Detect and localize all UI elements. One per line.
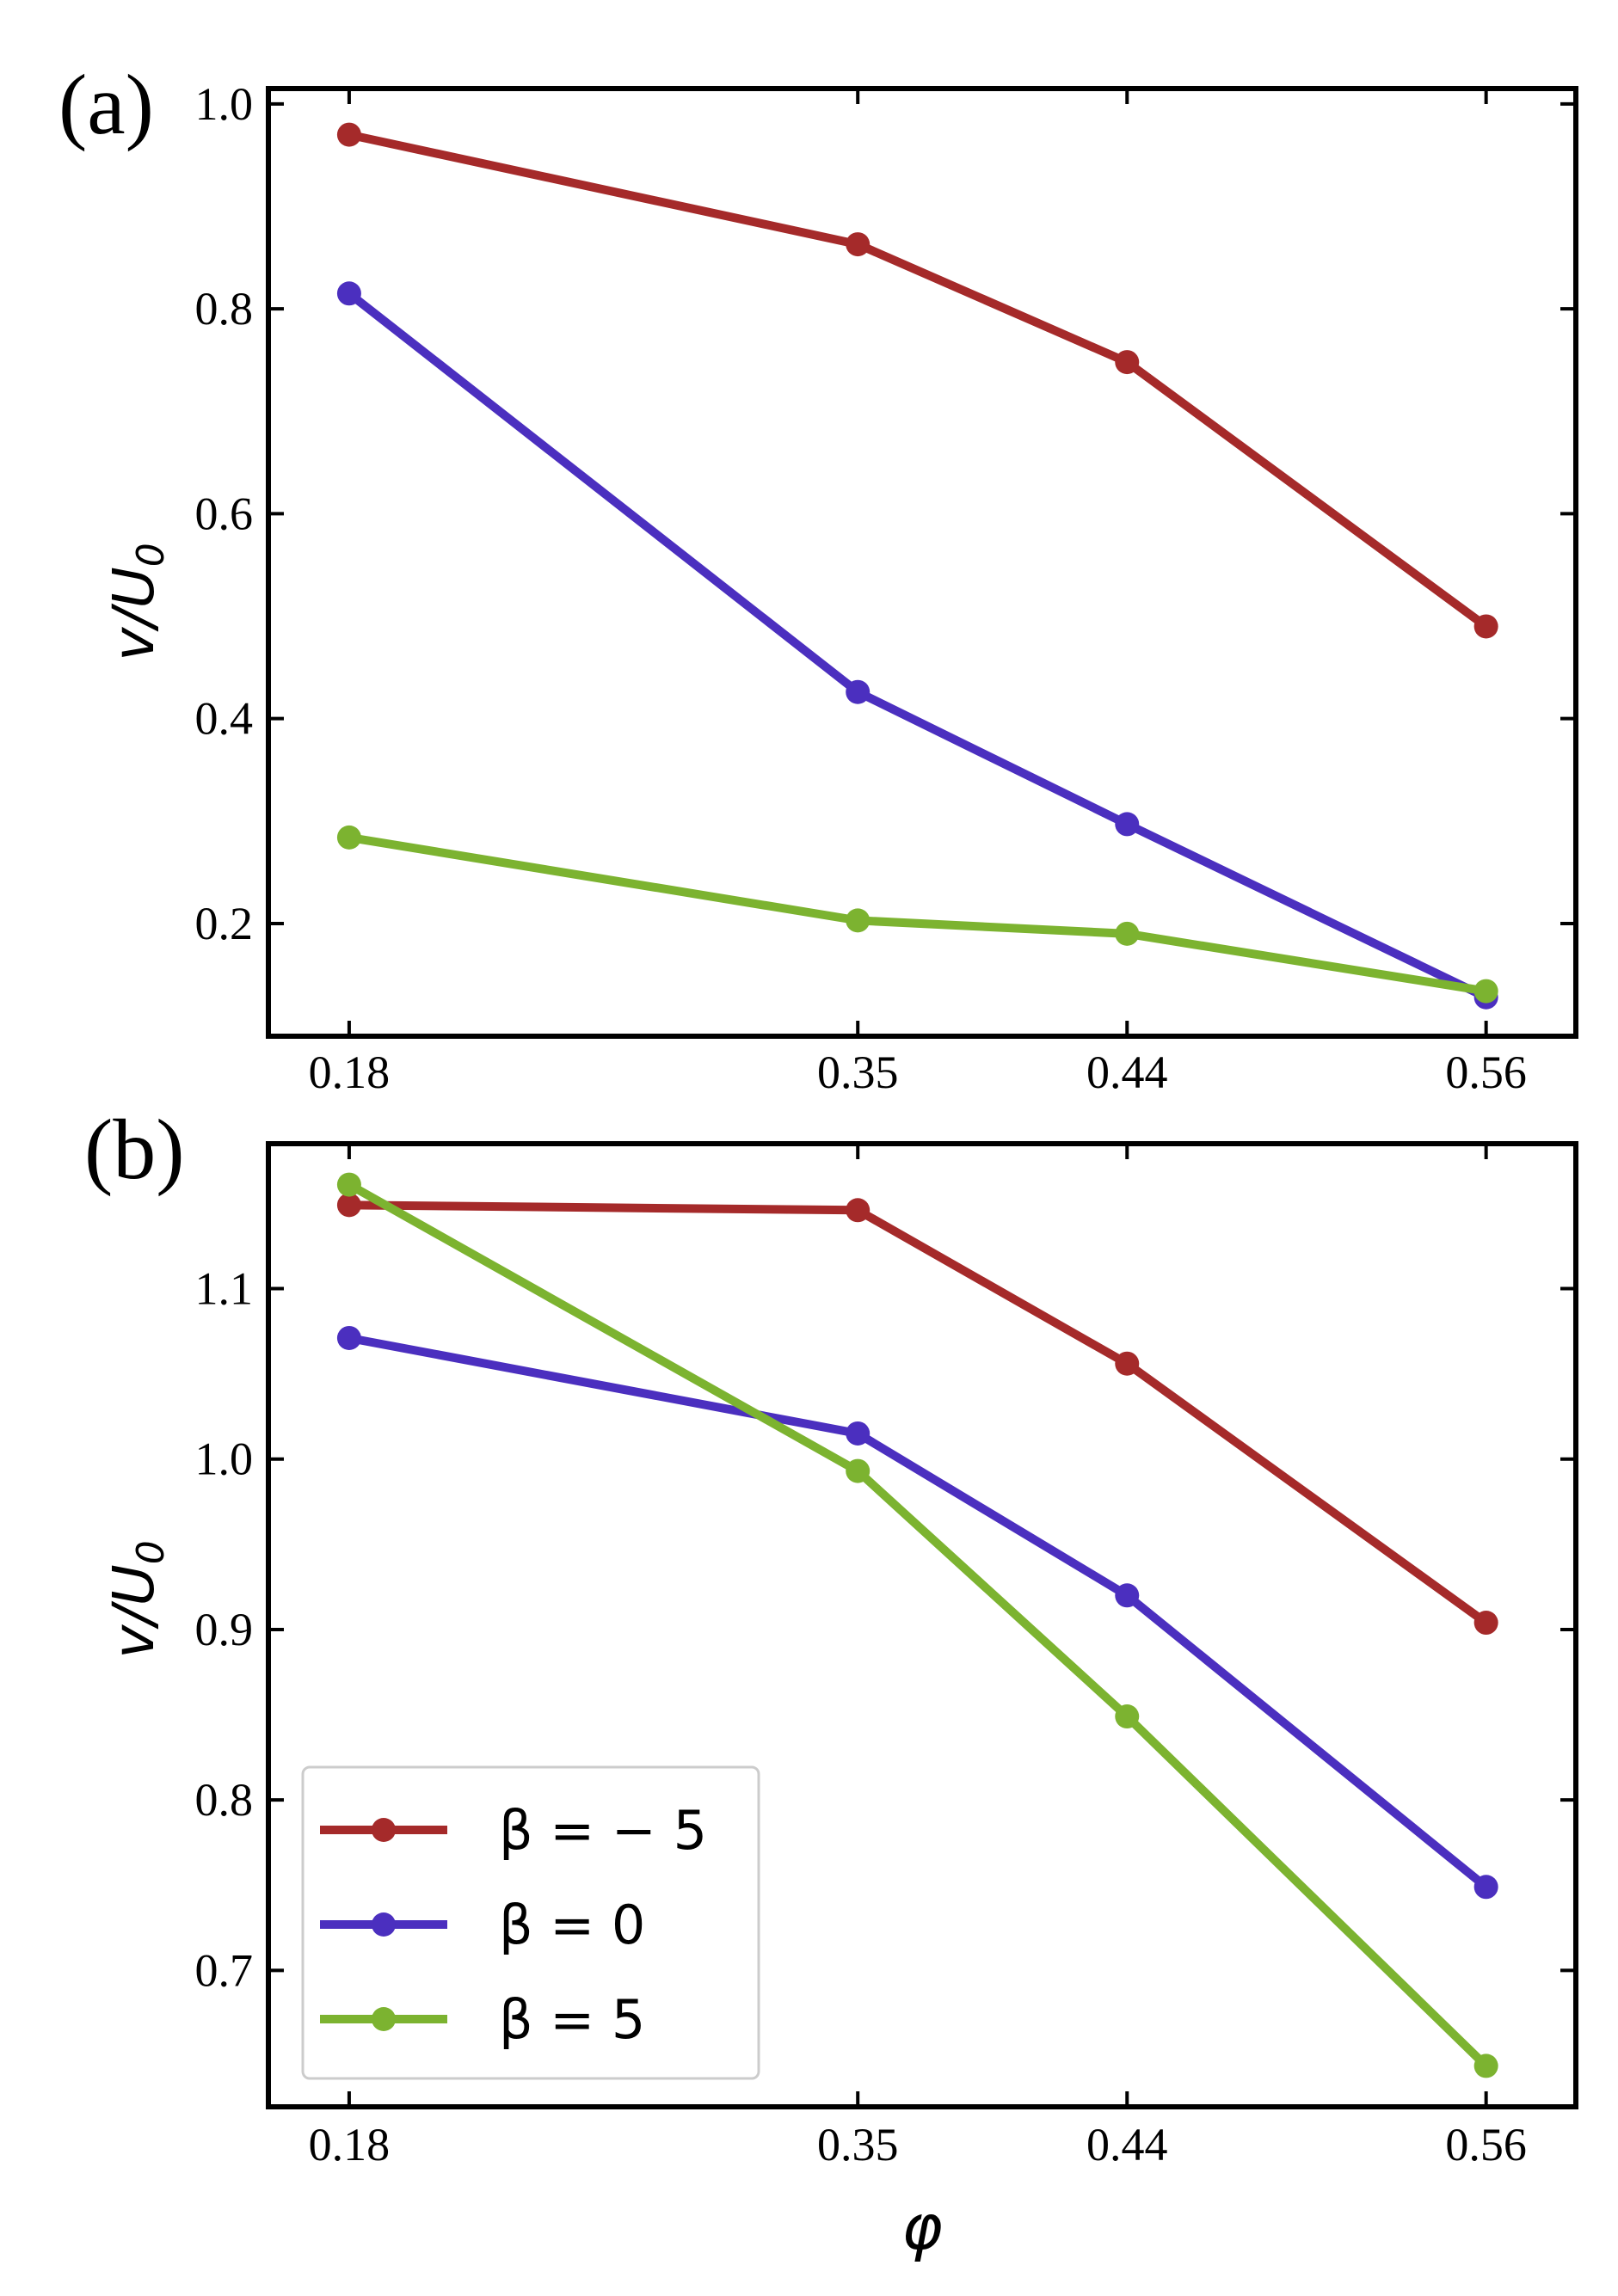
panel-a-ylabel-sub: 0 <box>129 543 173 567</box>
data-point <box>1115 812 1140 837</box>
series-line-1 <box>346 290 1488 1002</box>
data-point <box>1115 350 1140 375</box>
x-tick-label: 0.18 <box>309 2119 391 2170</box>
panel-a-frame <box>266 86 1578 1039</box>
panel-b-ylabel-main: v/U <box>101 1564 167 1659</box>
panel-a-ylabel: v/U0 <box>101 543 173 661</box>
panel-a-ylabel-main: v/U <box>101 567 167 661</box>
series-line-2 <box>348 832 1487 996</box>
series-line-1 <box>348 1334 1489 1891</box>
data-point <box>846 1421 871 1446</box>
data-point <box>336 1193 361 1218</box>
series-line-2 <box>347 1181 1490 2070</box>
legend-marker-0 <box>372 1818 396 1842</box>
panel-b-ylabel-sub: 0 <box>129 1540 173 1564</box>
data-point <box>1115 921 1140 946</box>
legend-label-1: β = 0 <box>499 1894 645 1956</box>
y-tick-label: 1.1 <box>195 1262 254 1314</box>
data-point <box>846 908 871 933</box>
legend-marker-1 <box>372 1912 396 1937</box>
y-tick-label: 0.6 <box>195 488 254 539</box>
y-tick-label: 0.9 <box>195 1604 254 1655</box>
panel-b-label: (b) <box>84 1102 185 1197</box>
data-point <box>846 1458 871 1483</box>
legend-marker-2 <box>372 2007 396 2031</box>
data-point <box>336 1172 361 1197</box>
legend-label-0: β = − 5 <box>499 1799 707 1862</box>
x-tick-label: 0.56 <box>1445 2119 1527 2170</box>
panel-a: (a) 0.18 0.35 0.44 0.56 0.2 0.4 0.6 0.8 1.0 v/U0 <box>58 57 1578 1098</box>
legend-frame <box>301 1765 760 2080</box>
panel-b-ticks: 0.18 0.35 0.44 0.56 0.7 0.8 0.9 1.0 1.1 <box>195 1144 1576 2170</box>
legend-items: β = − 5 β = 0 β = 5 <box>320 1799 707 2051</box>
data-point <box>846 232 871 257</box>
y-tick-label: 0.8 <box>195 1774 254 1826</box>
series-line-0 <box>348 1200 1489 1627</box>
panel-a-ticks: 0.18 0.35 0.44 0.56 0.2 0.4 0.6 0.8 1.0 <box>195 78 1576 1098</box>
data-point <box>846 1198 871 1223</box>
panel-b-series <box>336 1172 1498 2078</box>
data-point <box>846 679 871 704</box>
panel-a-series <box>336 122 1498 1010</box>
y-tick-label: 1.0 <box>195 1433 254 1485</box>
legend: β = − 5 β = 0 β = 5 <box>301 1765 760 2080</box>
series-line-0 <box>348 130 1489 630</box>
x-tick-label: 0.35 <box>817 1047 899 1098</box>
data-point <box>1473 979 1498 1004</box>
data-point <box>1473 1611 1498 1636</box>
data-point <box>336 281 361 306</box>
x-tick-label: 0.44 <box>1086 1047 1168 1098</box>
x-tick-label: 0.44 <box>1086 2119 1168 2170</box>
y-tick-label: 0.7 <box>195 1944 254 1996</box>
data-point <box>1115 1704 1140 1729</box>
y-tick-label: 0.4 <box>195 693 254 745</box>
data-point <box>336 825 361 850</box>
data-point <box>1473 1875 1498 1900</box>
data-point <box>1473 2054 1498 2078</box>
panel-a-label: (a) <box>58 57 154 152</box>
y-tick-label: 0.8 <box>195 283 254 335</box>
data-point <box>336 1325 361 1350</box>
x-tick-label: 0.18 <box>309 1047 391 1098</box>
panel-b: (b) 0.18 0.35 0.44 0.560.70.80.91.01.1 v/U0… <box>84 1102 1578 2263</box>
panel-b-xlabel: φ <box>901 2191 943 2263</box>
data-point <box>336 122 361 147</box>
y-tick-label: 0.2 <box>195 898 254 949</box>
data-point <box>1473 614 1498 639</box>
panel-b-frame <box>266 1141 1578 2109</box>
data-point <box>1115 1351 1140 1376</box>
x-tick-label: 0.35 <box>817 2119 899 2170</box>
legend-label-2: β = 5 <box>499 1988 645 2051</box>
y-tick-label: 1.0 <box>195 78 254 130</box>
x-tick-label: 0.56 <box>1445 1047 1527 1098</box>
data-point <box>1115 1583 1140 1608</box>
panel-b-ylabel: v/U0 <box>101 1540 173 1659</box>
